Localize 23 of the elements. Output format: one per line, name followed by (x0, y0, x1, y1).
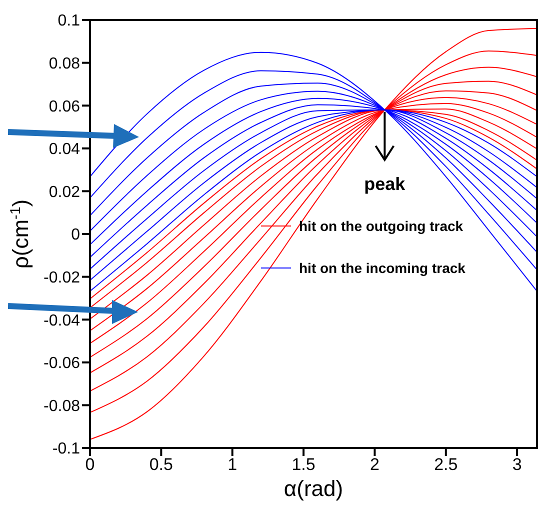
annotation: peak (364, 174, 406, 194)
y-tick-label: 0.04 (48, 141, 80, 158)
y-tick-label: 0.06 (48, 98, 80, 116)
y-tick-label: -0.04 (44, 312, 80, 330)
y-tick-label: -0.02 (44, 269, 80, 286)
y-tick-label: -0.08 (44, 398, 80, 415)
y-tick-label: 0.02 (48, 184, 80, 201)
x-tick-label: 0 (85, 455, 95, 474)
x-tick-label: 2 (370, 455, 380, 474)
x-tick-label: 2.5 (434, 455, 458, 474)
legend-label: hit on the incoming track (299, 260, 466, 276)
x-tick-label: 0.5 (149, 455, 173, 474)
x-axis-title: α(rad) (284, 476, 344, 501)
x-tick-label: 1 (228, 455, 238, 474)
y-tick-label: -0.06 (44, 355, 80, 372)
y-tick-label: 0.08 (48, 55, 80, 72)
legend-label: hit on the outgoing track (299, 218, 464, 234)
y-tick-label: 0.1 (58, 12, 80, 30)
x-tick-label: 3 (512, 455, 522, 474)
y-tick-label: -0.1 (52, 440, 80, 458)
x-tick-label: 1.5 (292, 455, 316, 474)
y-tick-label: 0 (71, 226, 80, 244)
line-series (90, 52, 537, 292)
